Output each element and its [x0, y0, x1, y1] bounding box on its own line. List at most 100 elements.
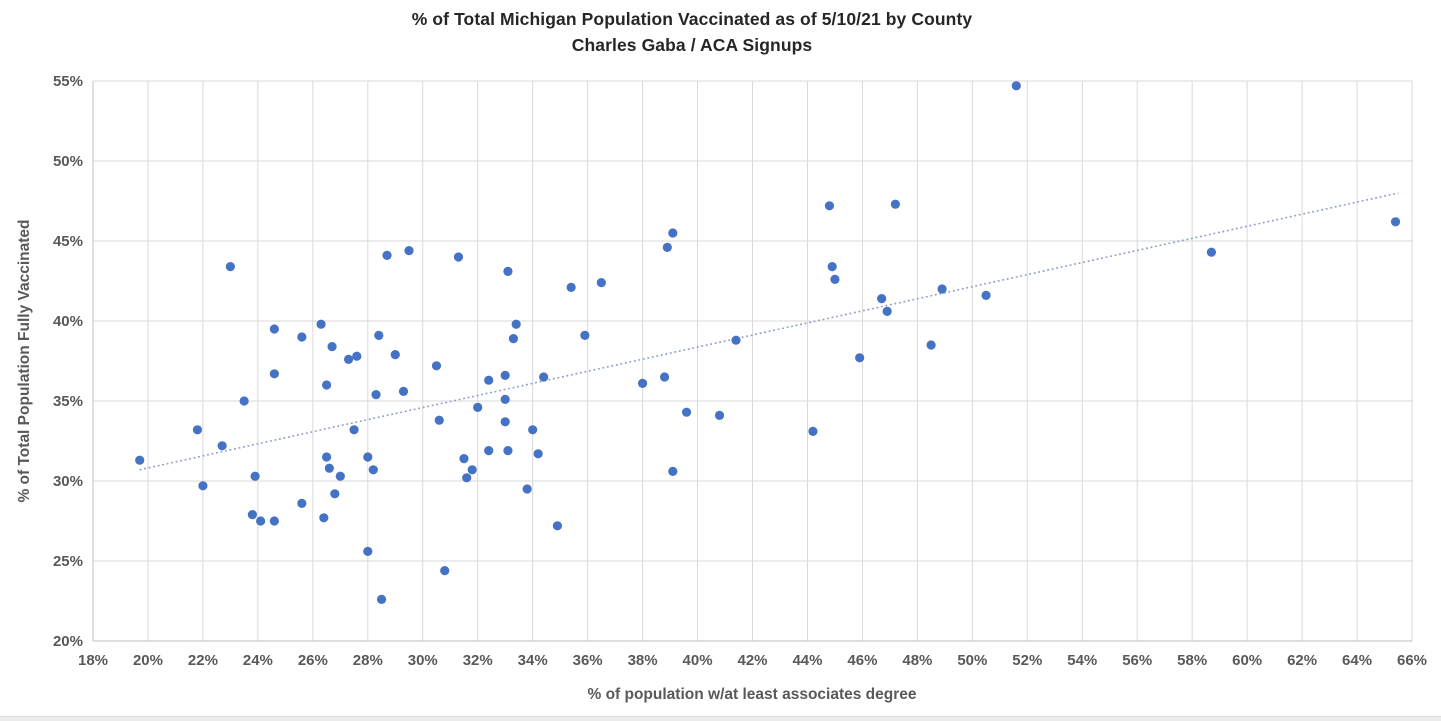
x-tick-label: 26% — [298, 652, 328, 669]
x-tick-label: 62% — [1287, 652, 1317, 669]
data-point — [500, 417, 510, 427]
data-point — [890, 199, 900, 209]
data-point — [484, 375, 494, 385]
y-tick-label: 55% — [53, 73, 83, 90]
data-point — [390, 350, 400, 360]
data-point — [566, 282, 576, 292]
x-tick-label: 54% — [1067, 652, 1097, 669]
data-point — [297, 332, 307, 342]
data-point — [343, 354, 354, 364]
data-point — [440, 566, 450, 576]
data-point — [731, 335, 741, 345]
x-tick-label: 58% — [1177, 652, 1207, 669]
data-point — [319, 513, 329, 523]
chart-title-block: % of Total Michigan Population Vaccinate… — [0, 6, 1384, 58]
x-tick-label: 20% — [133, 652, 163, 669]
data-point — [371, 390, 381, 400]
data-point — [321, 452, 332, 462]
data-point — [352, 351, 362, 361]
data-point — [374, 330, 384, 340]
y-tick-label: 40% — [53, 313, 83, 330]
data-point — [539, 372, 549, 382]
x-tick-label: 32% — [463, 652, 493, 669]
data-point — [376, 594, 387, 605]
y-tick-label: 20% — [53, 633, 83, 650]
data-point — [580, 330, 590, 340]
data-point — [363, 452, 373, 462]
data-point — [321, 380, 332, 390]
data-point — [368, 465, 378, 475]
data-point — [882, 306, 892, 316]
y-tick-label: 45% — [53, 233, 83, 250]
data-point — [335, 471, 345, 481]
x-tick-label: 24% — [243, 652, 273, 669]
chart-title: % of Total Michigan Population Vaccinate… — [411, 9, 973, 29]
window-edge — [0, 716, 1441, 721]
x-tick-label: 36% — [573, 652, 603, 669]
data-point — [1011, 81, 1021, 91]
x-tick-label: 60% — [1232, 652, 1262, 669]
x-axis-title: % of population w/at least associates de… — [587, 686, 917, 703]
y-tick-label: 25% — [53, 553, 83, 570]
data-point — [926, 340, 936, 350]
x-tick-label: 38% — [628, 652, 658, 669]
data-point — [500, 394, 510, 404]
chart-subtitle: Charles Gaba / ACA Signups — [571, 35, 813, 55]
x-tick-label: 46% — [847, 652, 877, 669]
data-point — [637, 378, 648, 388]
data-point — [511, 319, 521, 329]
data-point — [250, 471, 260, 481]
data-point — [398, 386, 409, 396]
y-axis-title: % of Total Population Fully Vaccinated — [16, 219, 33, 503]
data-point — [528, 425, 538, 435]
data-point — [714, 410, 725, 420]
data-point — [659, 372, 670, 382]
data-point — [382, 250, 392, 260]
data-point — [225, 262, 235, 272]
data-point — [135, 455, 145, 465]
data-point — [324, 463, 334, 473]
x-tick-label: 34% — [518, 652, 548, 669]
x-tick-label: 66% — [1397, 652, 1427, 669]
data-point — [269, 324, 279, 334]
data-point — [668, 466, 678, 476]
data-point — [363, 546, 373, 557]
data-point — [473, 402, 483, 412]
data-point — [349, 425, 359, 435]
data-point — [503, 266, 513, 276]
data-point — [198, 481, 208, 491]
data-point — [662, 242, 672, 252]
data-point — [937, 284, 947, 294]
data-point — [668, 228, 678, 238]
data-point — [192, 425, 203, 435]
x-tick-label: 30% — [408, 652, 438, 669]
data-point — [681, 407, 692, 417]
data-point — [827, 262, 837, 272]
data-point — [217, 441, 227, 451]
x-tick-label: 64% — [1342, 652, 1372, 669]
x-tick-label: 56% — [1122, 652, 1152, 669]
data-point — [404, 246, 414, 256]
data-point — [824, 201, 835, 211]
data-point — [327, 342, 337, 352]
x-tick-label: 40% — [683, 652, 713, 669]
data-point — [981, 290, 991, 300]
data-point — [508, 334, 519, 344]
data-point — [552, 521, 562, 531]
data-point — [316, 319, 326, 329]
x-tick-label: 18% — [78, 652, 108, 669]
data-point — [522, 484, 532, 494]
x-tick-label: 48% — [902, 652, 932, 669]
data-point — [855, 353, 865, 363]
data-point — [1390, 217, 1401, 227]
data-point — [459, 454, 469, 464]
data-point — [269, 516, 279, 526]
y-tick-label: 30% — [53, 473, 83, 490]
data-point — [500, 370, 510, 380]
data-point — [269, 369, 279, 379]
y-tick-label: 50% — [53, 153, 83, 170]
x-tick-label: 42% — [737, 652, 767, 669]
data-point — [247, 509, 257, 520]
